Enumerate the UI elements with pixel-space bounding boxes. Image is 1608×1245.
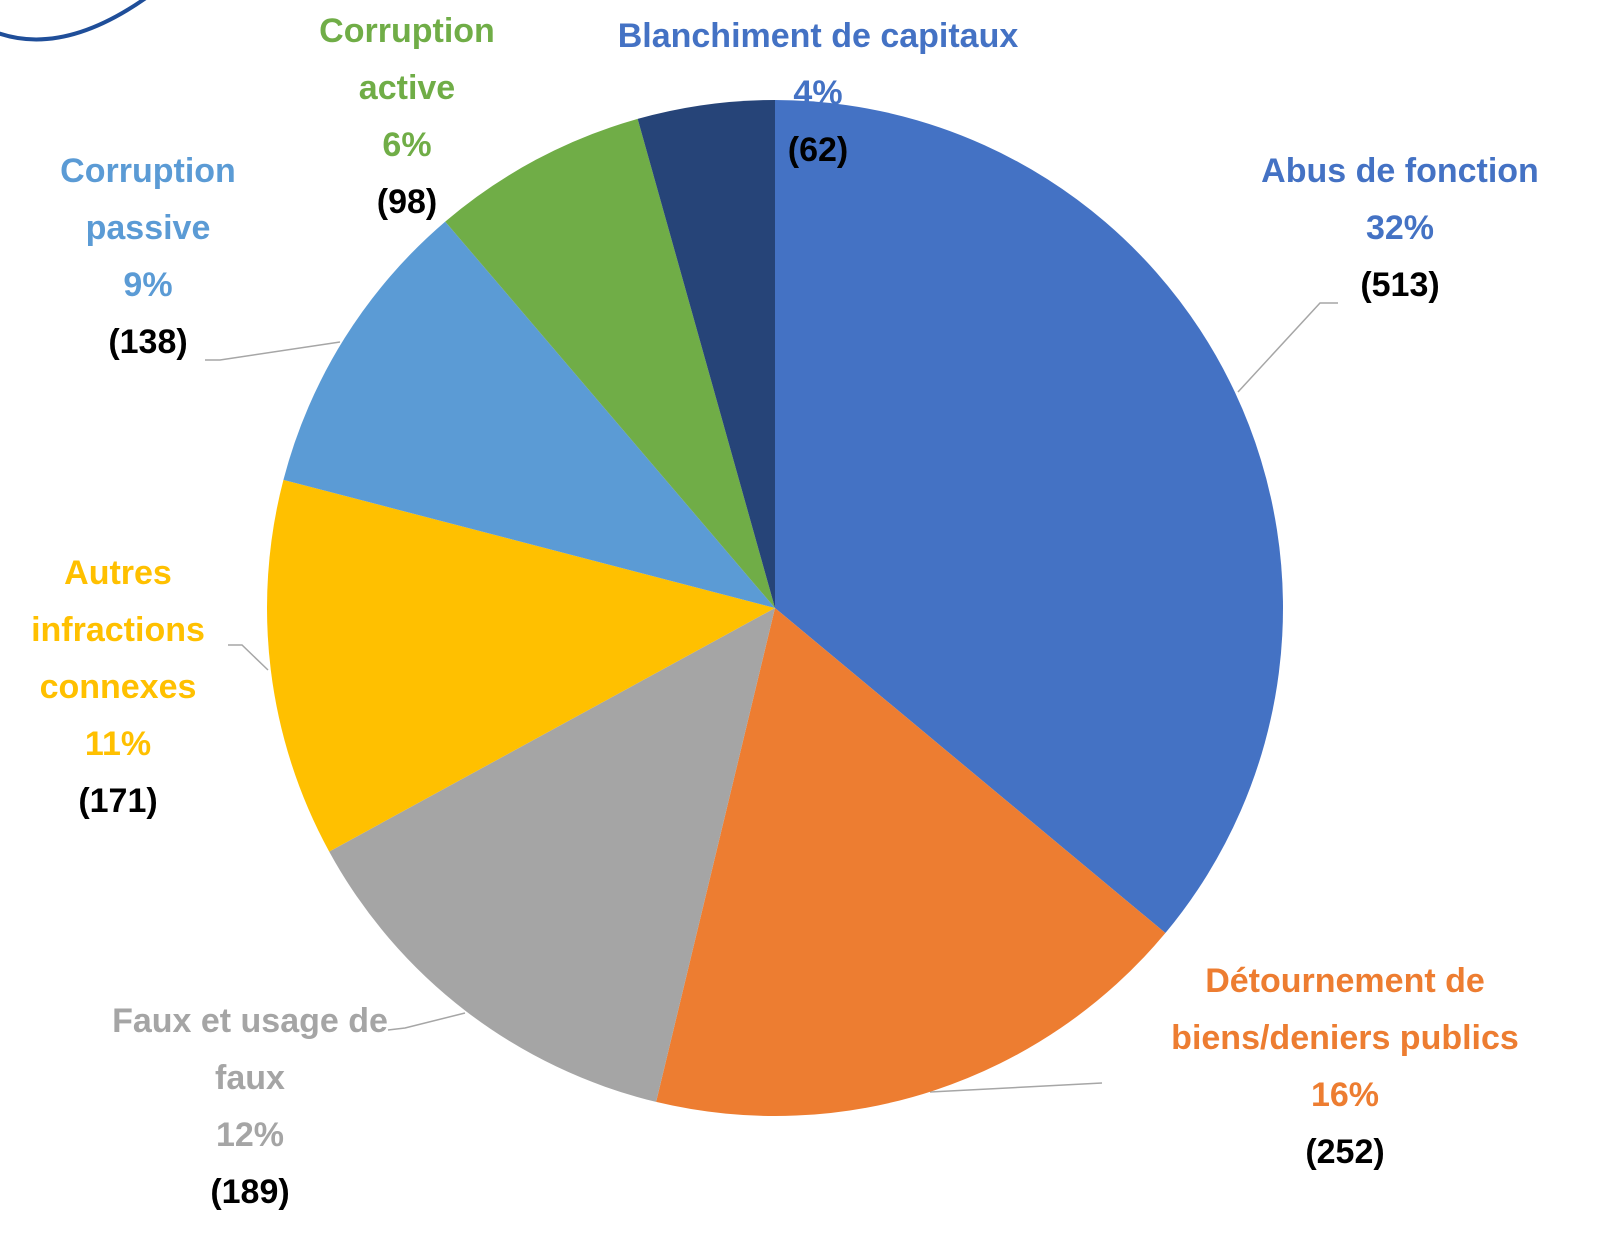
count-label: (98) — [376, 183, 438, 221]
percent-label: 12% — [215, 1116, 285, 1154]
pie-slice — [775, 100, 1283, 934]
data-label: Corruption passive 9% (138) — [18, 143, 278, 371]
count-label: (171) — [78, 782, 158, 820]
percent-label: 32% — [1365, 209, 1435, 247]
pie-slice — [267, 479, 775, 852]
percent-label: 11% — [84, 725, 152, 763]
data-label: Abus de fonction 32% (513) — [1210, 143, 1590, 314]
count-label: (252) — [1305, 1133, 1385, 1171]
percent-label: 4% — [793, 74, 843, 112]
category-name: Corruption passive — [60, 152, 236, 247]
count-label: (138) — [108, 323, 188, 361]
data-label: Faux et usage de faux 12% (189) — [100, 993, 400, 1221]
pie-slice — [329, 608, 775, 1102]
leader-lines — [205, 302, 1338, 1093]
category-name: Blanchiment de capitaux — [617, 17, 1019, 55]
count-label: (62) — [787, 131, 849, 169]
logo — [0, 0, 147, 42]
percent-label: 16% — [1310, 1076, 1380, 1114]
data-label: Autres infractions connexes 11% (171) — [0, 545, 238, 830]
data-label: Blanchiment de capitaux 4% (62) — [558, 8, 1078, 179]
data-label: Corruption active 6% (98) — [277, 3, 537, 231]
percent-label: 6% — [382, 126, 432, 164]
category-name: Faux et usage de faux — [112, 1002, 388, 1097]
category-name: Corruption active — [319, 12, 495, 107]
pie-slice — [445, 118, 775, 609]
pie-slice — [656, 608, 1166, 1117]
pie-slice — [283, 221, 775, 608]
percent-label: 9% — [123, 266, 173, 304]
category-name: Autres infractions connexes — [31, 554, 205, 706]
category-name: Détournement de biens/deniers publics — [1171, 962, 1519, 1057]
pie-slice — [637, 100, 775, 608]
count-label: (189) — [210, 1173, 290, 1211]
data-label: Détournement de biens/deniers publics 16%… — [1115, 953, 1575, 1181]
category-name: Abus de fonction — [1261, 152, 1539, 190]
count-label: (513) — [1360, 266, 1440, 304]
